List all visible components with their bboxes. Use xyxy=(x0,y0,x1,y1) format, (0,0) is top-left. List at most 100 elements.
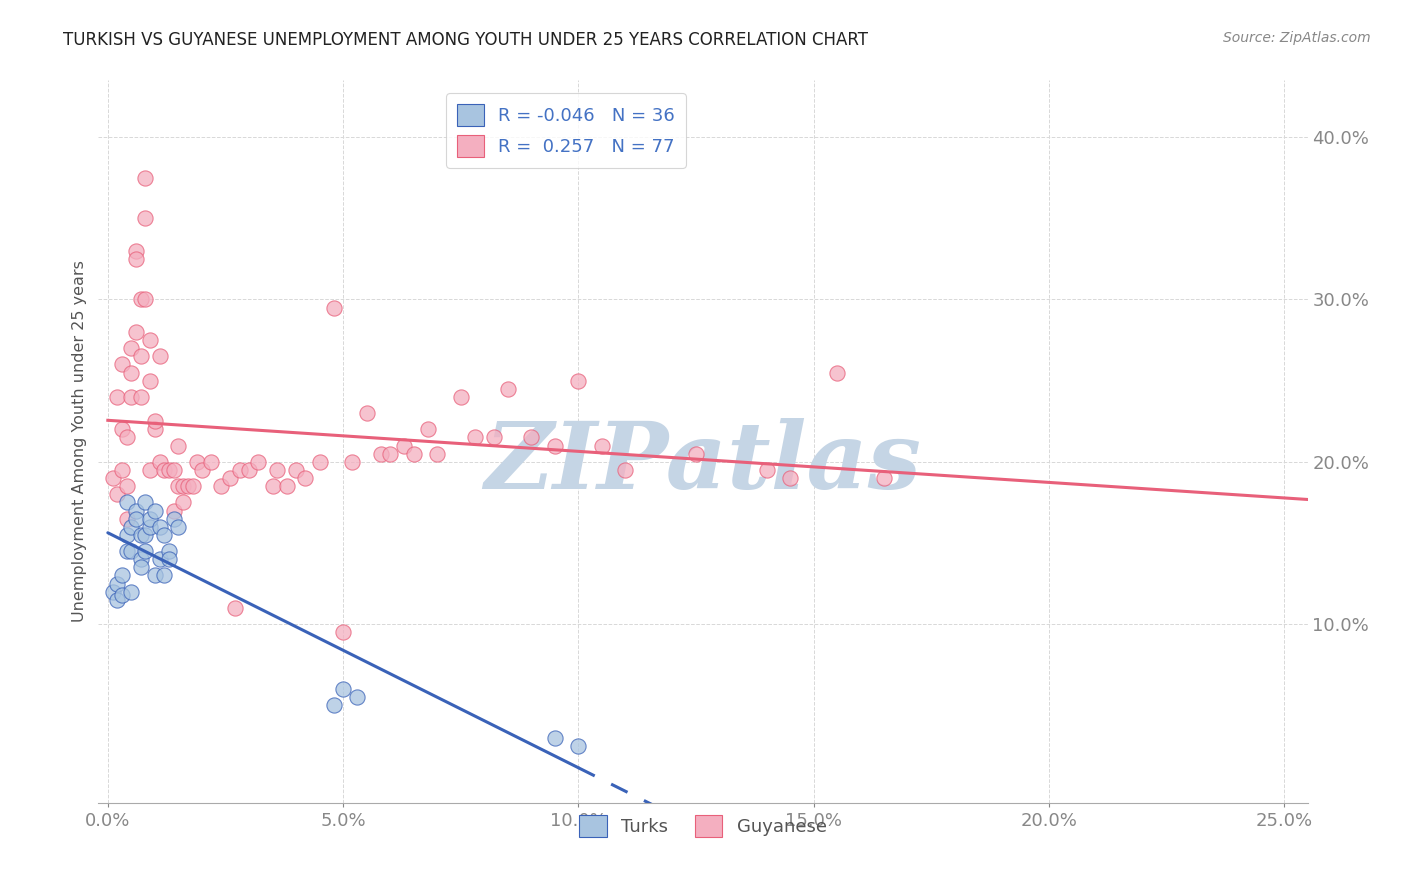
Point xyxy=(346,690,368,705)
Point xyxy=(101,584,124,599)
Point xyxy=(120,390,142,404)
Point xyxy=(567,739,589,753)
Point xyxy=(134,495,156,509)
Point xyxy=(496,382,519,396)
Point xyxy=(200,455,222,469)
Point xyxy=(157,552,180,566)
Point xyxy=(394,439,416,453)
Point xyxy=(139,463,162,477)
Point xyxy=(356,406,378,420)
Point xyxy=(177,479,200,493)
Point xyxy=(614,463,637,477)
Point xyxy=(125,244,148,258)
Point xyxy=(209,479,232,493)
Point xyxy=(115,430,138,444)
Point xyxy=(139,511,162,525)
Point xyxy=(105,592,128,607)
Point xyxy=(342,455,364,469)
Point xyxy=(149,455,172,469)
Point xyxy=(101,471,124,485)
Point xyxy=(779,471,801,485)
Text: TURKISH VS GUYANESE UNEMPLOYMENT AMONG YOUTH UNDER 25 YEARS CORRELATION CHART: TURKISH VS GUYANESE UNEMPLOYMENT AMONG Y… xyxy=(63,31,869,49)
Point xyxy=(825,366,848,380)
Point xyxy=(219,471,242,485)
Point xyxy=(370,447,392,461)
Point xyxy=(416,422,439,436)
Point xyxy=(134,293,156,307)
Point xyxy=(143,414,166,428)
Point xyxy=(224,601,246,615)
Point xyxy=(125,503,148,517)
Point xyxy=(115,528,138,542)
Point xyxy=(134,211,156,226)
Point xyxy=(322,301,344,315)
Point xyxy=(181,479,204,493)
Point xyxy=(157,463,180,477)
Point xyxy=(129,560,152,574)
Point xyxy=(873,471,896,485)
Point xyxy=(120,366,142,380)
Point xyxy=(129,528,152,542)
Point xyxy=(115,495,138,509)
Point xyxy=(143,503,166,517)
Point xyxy=(172,495,194,509)
Point xyxy=(120,544,142,558)
Point xyxy=(111,358,134,372)
Point xyxy=(139,374,162,388)
Point xyxy=(153,568,176,582)
Point xyxy=(115,544,138,558)
Point xyxy=(276,479,298,493)
Point xyxy=(426,447,449,461)
Point xyxy=(332,682,354,697)
Point xyxy=(238,463,260,477)
Point xyxy=(167,479,190,493)
Point xyxy=(378,447,401,461)
Point xyxy=(755,463,778,477)
Point xyxy=(285,463,308,477)
Point xyxy=(153,528,176,542)
Point xyxy=(134,170,156,185)
Point xyxy=(228,463,250,477)
Point xyxy=(332,625,354,640)
Point xyxy=(157,544,180,558)
Point xyxy=(149,552,172,566)
Point xyxy=(163,463,186,477)
Point xyxy=(308,455,330,469)
Point xyxy=(115,479,138,493)
Point xyxy=(134,528,156,542)
Point xyxy=(520,430,543,444)
Point xyxy=(125,325,148,339)
Point xyxy=(120,584,142,599)
Point xyxy=(129,293,152,307)
Point xyxy=(139,520,162,534)
Point xyxy=(111,463,134,477)
Legend: Turks, Guyanese: Turks, Guyanese xyxy=(572,808,834,845)
Point xyxy=(266,463,288,477)
Point xyxy=(191,463,214,477)
Point xyxy=(111,588,134,602)
Point xyxy=(129,349,152,363)
Point xyxy=(111,422,134,436)
Point xyxy=(153,463,176,477)
Point xyxy=(163,511,186,525)
Point xyxy=(143,422,166,436)
Point xyxy=(262,479,284,493)
Point xyxy=(139,333,162,347)
Point xyxy=(129,390,152,404)
Point xyxy=(247,455,270,469)
Point xyxy=(134,544,156,558)
Point xyxy=(591,439,613,453)
Point xyxy=(120,341,142,355)
Point xyxy=(186,455,208,469)
Point xyxy=(685,447,707,461)
Point xyxy=(105,390,128,404)
Point xyxy=(105,576,128,591)
Point xyxy=(544,731,567,745)
Point xyxy=(464,430,486,444)
Point xyxy=(172,479,194,493)
Point xyxy=(149,349,172,363)
Point xyxy=(163,503,186,517)
Point xyxy=(567,374,589,388)
Point xyxy=(544,439,567,453)
Point xyxy=(294,471,316,485)
